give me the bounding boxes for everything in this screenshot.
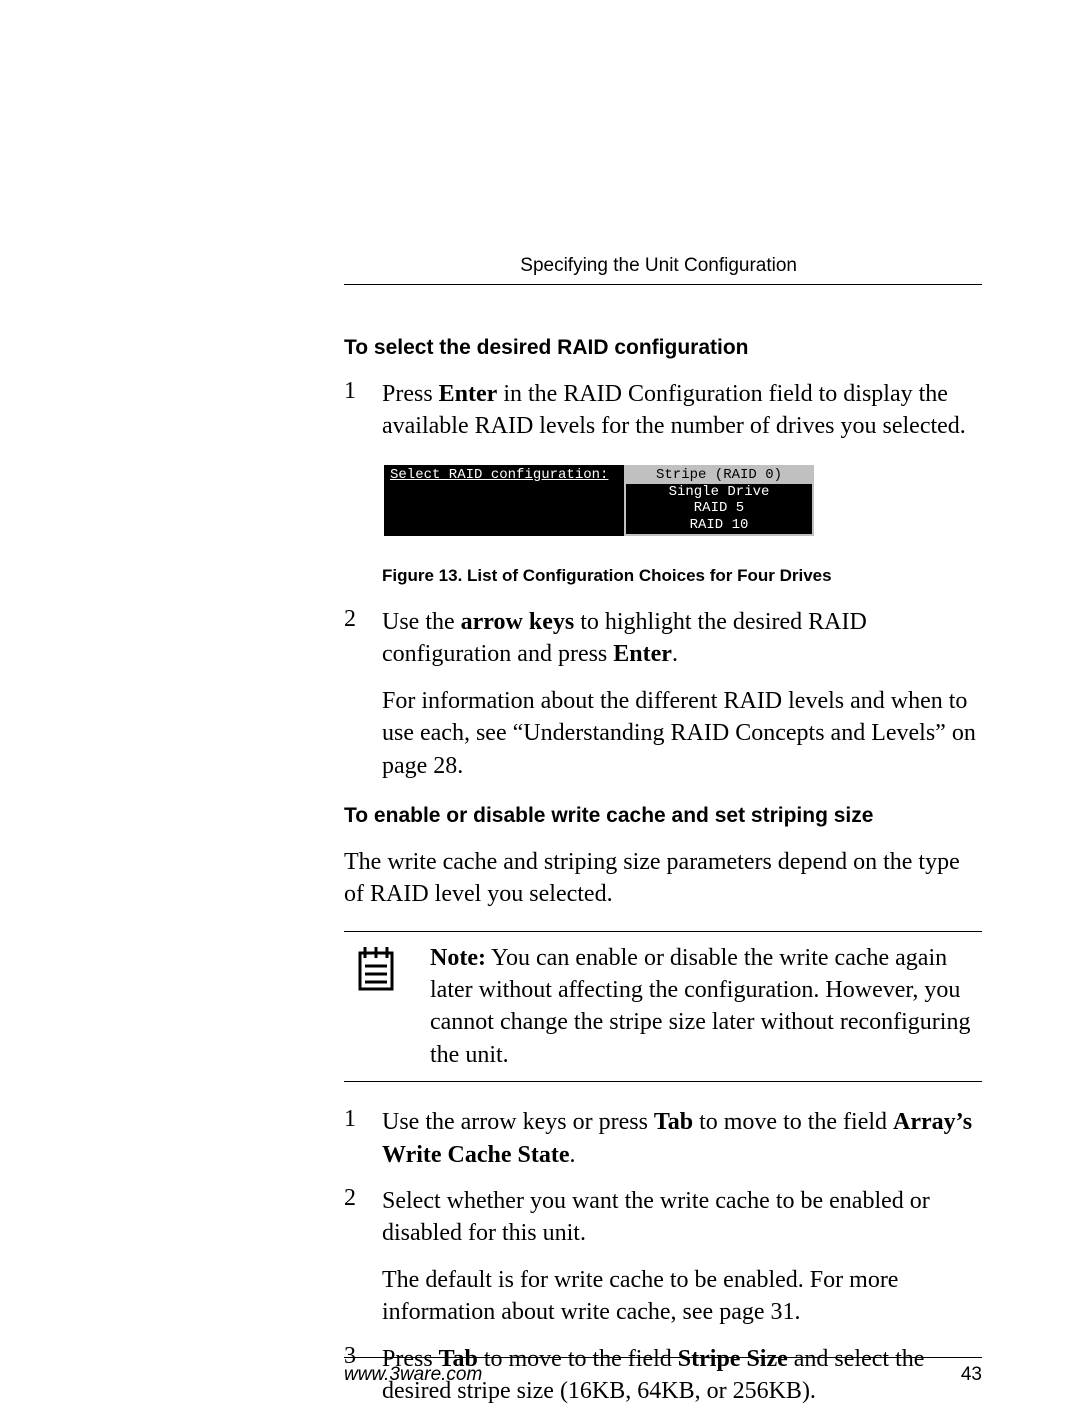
step-text: Select whether you want the write cache … [382,1185,982,1329]
bold-enter: Enter [613,641,672,667]
console-prompt: Select RAID configuration: [384,465,624,536]
menu-option: RAID 5 [626,500,812,517]
footer-rule [344,1357,982,1358]
step-text: Press Enter in the RAID Configuration fi… [382,378,982,443]
intro-paragraph: The write cache and striping size parame… [344,846,982,911]
step-2-arrow-keys: 2 Use the arrow keys to highlight the de… [344,606,982,782]
step-1-write-cache: 1 Use the arrow keys or press Tab to mov… [344,1106,982,1171]
menu-option-selected: Stripe (RAID 0) [626,467,812,484]
text-fragment: Press [382,381,439,407]
step-paragraph: The default is for write cache to be ena… [382,1264,982,1329]
menu-option: Single Drive [626,484,812,501]
page-footer: www.3ware.com 43 [344,1364,982,1386]
footer-url: www.3ware.com [344,1364,482,1386]
notepad-icon [344,942,430,1072]
step-2-select-cache: 2 Select whether you want the write cach… [344,1185,982,1329]
step-number: 1 [344,378,382,443]
page-number: 43 [961,1364,982,1386]
step-paragraph: Select whether you want the write cache … [382,1185,982,1250]
text-fragment: Use the arrow keys or press [382,1109,654,1135]
bold-enter: Enter [439,381,498,407]
note-block: Note: You can enable or disable the writ… [344,931,982,1083]
text-fragment: . [672,641,678,667]
header-rule [344,284,982,285]
bold-tab: Tab [654,1109,693,1135]
text-fragment: Use the [382,609,461,635]
bold-arrow-keys: arrow keys [461,609,575,635]
section-heading-raid-config: To select the desired RAID configuration [344,336,982,360]
section-heading-write-cache: To enable or disable write cache and set… [344,804,982,828]
console-screenshot: Select RAID configuration: Stripe (RAID … [382,463,982,538]
step-number: 2 [344,606,382,782]
step-1-select-raid: 1 Press Enter in the RAID Configuration … [344,378,982,443]
step-number: 1 [344,1106,382,1171]
note-text: Note: You can enable or disable the writ… [430,942,982,1072]
figure-13: Select RAID configuration: Stripe (RAID … [382,463,982,586]
step-text: Use the arrow keys or press Tab to move … [382,1106,982,1171]
page-content: To select the desired RAID configuration… [344,336,982,1421]
menu-option: RAID 10 [626,517,812,534]
text-fragment: to move to the field [693,1109,893,1135]
document-page: Specifying the Unit Configuration To sel… [0,0,1080,1397]
step-paragraph: For information about the different RAID… [382,685,982,782]
running-head: Specifying the Unit Configuration [520,255,797,277]
step-text: Use the arrow keys to highlight the desi… [382,606,982,782]
text-fragment: . [570,1142,576,1168]
note-body: You can enable or disable the write cach… [430,945,970,1068]
console-menu: Stripe (RAID 0) Single Drive RAID 5 RAID… [624,465,814,536]
note-label: Note: [430,945,486,971]
step-number: 2 [344,1185,382,1329]
figure-caption: Figure 13. List of Configuration Choices… [382,566,982,586]
